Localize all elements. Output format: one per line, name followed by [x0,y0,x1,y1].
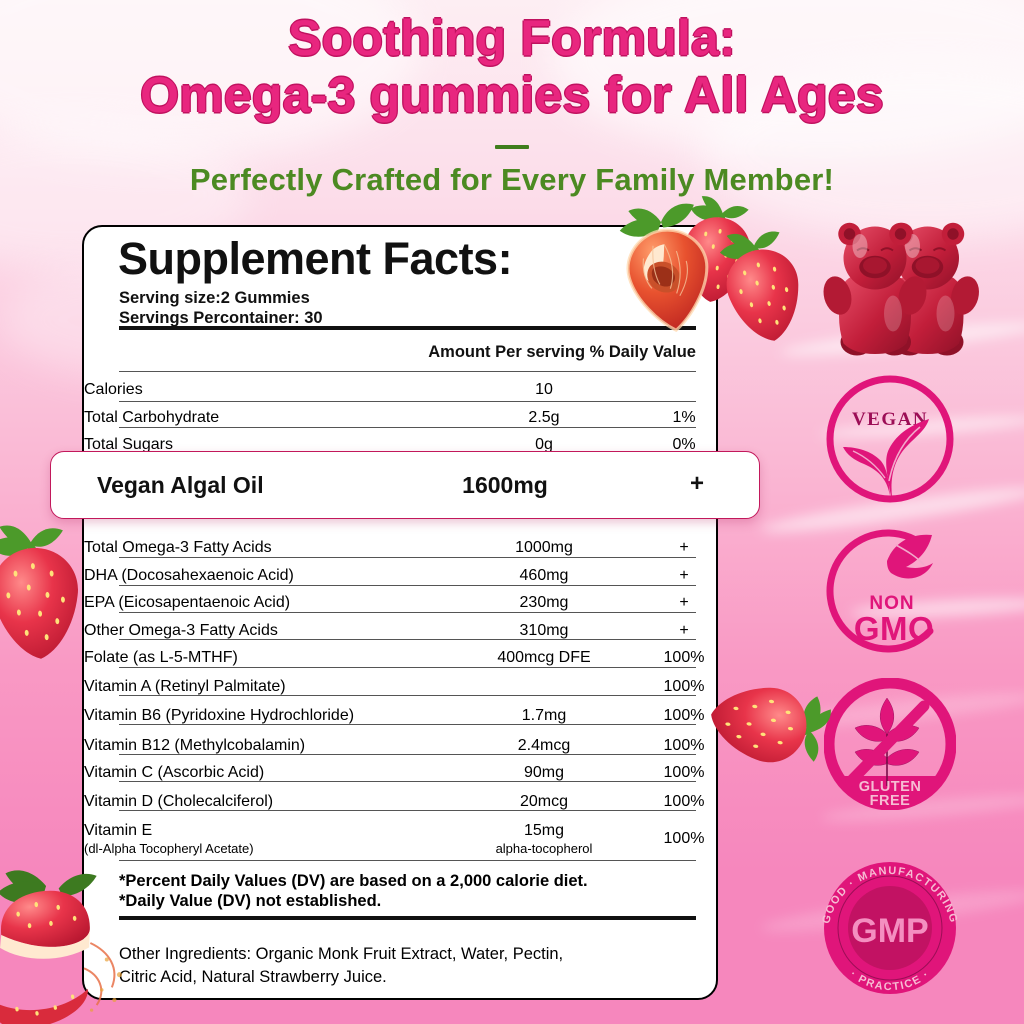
svg-text:GMO: GMO [854,610,934,647]
svg-text:FREE: FREE [870,793,911,809]
svg-text:GMP: GMP [851,912,928,950]
